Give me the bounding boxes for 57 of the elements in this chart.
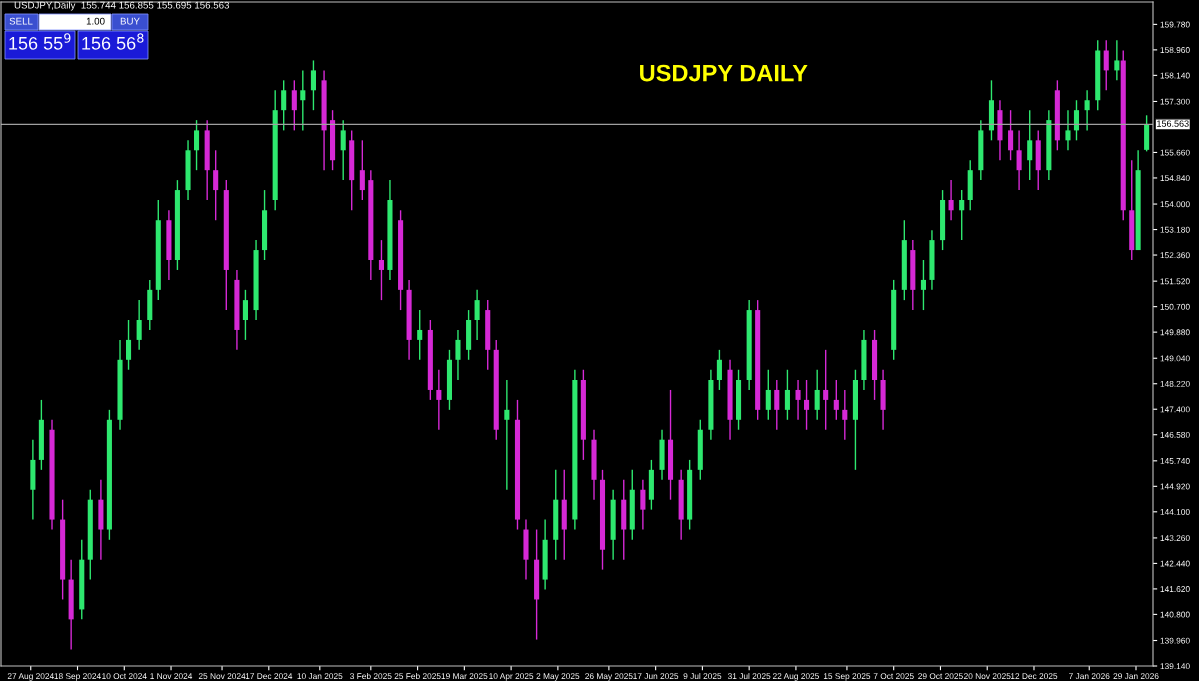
x-tick-label: 29 Jan 2026 — [1113, 673, 1159, 680]
y-tick-label: 154.840 — [1160, 175, 1190, 182]
y-tick-label: 144.100 — [1160, 509, 1190, 515]
y-tick-label: 143.260 — [1160, 535, 1190, 542]
y-tick-label: 142.440 — [1160, 560, 1190, 567]
y-tick-label: 145.740 — [1160, 458, 1190, 464]
y-tick-label: 155.660 — [1160, 149, 1190, 156]
x-tick-label: 31 Jul 2025 — [727, 672, 771, 680]
x-tick-label: 2 May 2025 — [536, 673, 580, 681]
text: USDJPY DAILY — [640, 64, 808, 82]
y-tick-label: 149.880 — [1160, 329, 1190, 336]
x-tick-label: 17 Jun 2025 — [633, 673, 679, 680]
x-tick-label: 15 Sep 2025 — [823, 673, 871, 681]
y-tick-label: 139.140 — [1160, 663, 1190, 670]
x-tick-label: 9 Jul 2025 — [683, 672, 722, 680]
y-tick-label: 159.780 — [1160, 21, 1190, 28]
x-tick-label: 18 Sep 2024 — [54, 673, 101, 681]
x-tick-label: 25 Nov 2024 — [198, 673, 246, 680]
y-tick-label: 141.620 — [1160, 586, 1190, 593]
x-tick-label: 10 Oct 2024 — [102, 673, 147, 680]
x-tick-label: 7 Oct 2025 — [873, 673, 914, 680]
x-tick-label: 1 Nov 2024 — [150, 673, 193, 680]
x-tick-label: 19 Mar 2025 — [441, 673, 488, 680]
y-tick-label: 144.920 — [1160, 483, 1190, 490]
x-tick-label: 17 Dec 2024 — [245, 673, 293, 680]
x-tick-label: 25 Feb 2025 — [394, 672, 441, 680]
y-tick-label: 151.520 — [1160, 278, 1190, 285]
y-tick-label: 153.180 — [1160, 226, 1190, 233]
y-tick-label: 154.000 — [1160, 201, 1190, 208]
x-tick-label: 27 Aug 2024 — [7, 673, 54, 681]
x-tick-label: 12 Dec 2025 — [1010, 673, 1058, 680]
y-tick-label: 147.400 — [1160, 406, 1190, 413]
annotation: 156 55$^{9}$ — [9, 33, 71, 50]
annotation: SELL — [9, 17, 33, 25]
annotation: 156 56$^{8}$ — [82, 33, 144, 50]
y-tick-label: 140.800 — [1160, 611, 1190, 618]
y-tick-label: 148.220 — [1160, 380, 1190, 387]
x-tick-label: 10 Jan 2025 — [297, 673, 343, 680]
y-tick-label: 157.300 — [1160, 98, 1190, 105]
x-tick-label: 3 Feb 2025 — [350, 672, 392, 680]
y-tick-label: 149.040 — [1160, 355, 1190, 362]
x-tick-label: 22 Aug 2025 — [772, 673, 819, 681]
y-tick-label: 152.360 — [1160, 252, 1190, 259]
y-tick-label: 146.580 — [1160, 431, 1190, 438]
x-tick-label: 29 Oct 2025 — [918, 673, 963, 680]
x-tick-label: 20 Nov 2025 — [964, 673, 1011, 680]
x-tick-label: 10 Apr 2025 — [489, 673, 534, 681]
annotation: USDJPY,Daily 155.744 156.855 155.695 156.563 — [14, 1, 230, 11]
x-tick-label: 7 Jan 2026 — [1069, 673, 1110, 680]
annotation: 1.00 — [86, 17, 105, 25]
y-tick-label: 158.140 — [1160, 72, 1190, 79]
annotation: BUY — [120, 17, 140, 25]
y-tick-label: 139.960 — [1160, 637, 1190, 644]
y-tick-label: 158.960 — [1160, 47, 1190, 53]
y-tick-label: 150.700 — [1160, 303, 1190, 310]
ref-line-label: 156.563 — [1157, 120, 1189, 127]
x-tick-label: 26 May 2025 — [585, 673, 633, 681]
